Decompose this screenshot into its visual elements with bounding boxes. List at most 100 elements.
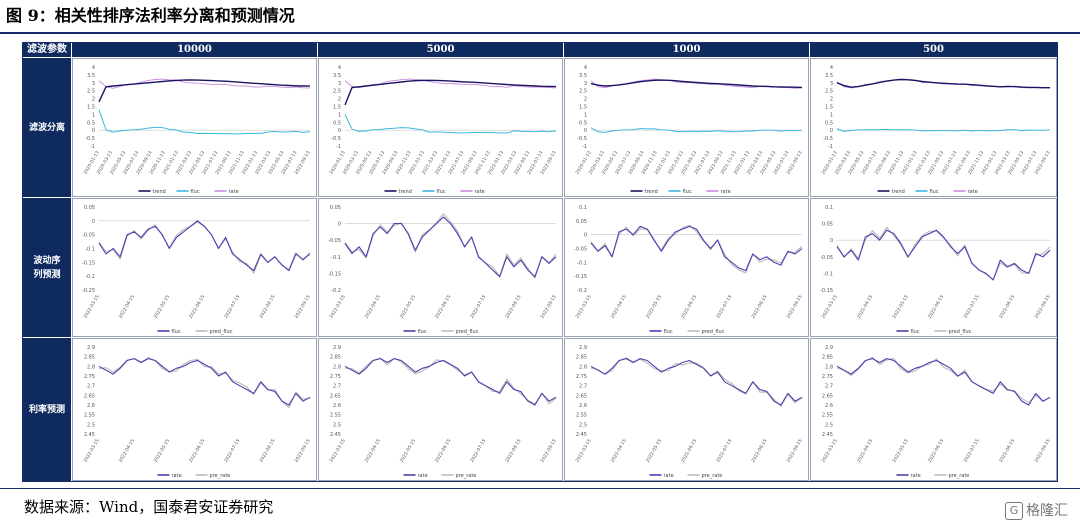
legend-label: rate xyxy=(911,473,921,479)
y-tick-label: 2.7 xyxy=(579,384,587,390)
y-tick-label: 2.85 xyxy=(576,355,587,361)
y-tick-label: 0.05 xyxy=(84,205,95,211)
chart-panel-3-5000: 2.9 2.85 2.8 2.75 2.7 2.65 2.6 2.55 2.5 2.45 2022-… xyxy=(318,338,563,481)
y-tick-label: 2.5 xyxy=(333,422,341,428)
y-tick-label: 4 xyxy=(338,65,341,71)
row-label-rate-prediction: 利率预测 xyxy=(23,338,71,481)
x-tick-label: 2022-06-15 xyxy=(680,438,698,464)
y-tick-label: -0.1 xyxy=(85,247,95,253)
legend-label: pre_rate xyxy=(702,473,723,479)
legend-label: pred_fluc xyxy=(456,329,479,335)
y-tick-label: -0.2 xyxy=(85,274,95,280)
legend-label: rate xyxy=(664,473,674,479)
y-tick-label: 0 xyxy=(92,219,95,225)
legend-label: fluc xyxy=(911,329,920,335)
legend-label: pred_fluc xyxy=(702,329,725,335)
y-tick-label: 2.8 xyxy=(333,364,341,370)
y-tick-label: 2.5 xyxy=(825,422,833,428)
y-tick-label: -0.05 xyxy=(574,247,587,253)
legend-label: pre_rate xyxy=(456,473,477,479)
y-tick-label: 0.05 xyxy=(822,222,833,228)
bottom-rule xyxy=(0,488,1080,489)
column-header-500: 500 xyxy=(810,43,1057,57)
y-tick-label: 3 xyxy=(338,81,341,87)
y-tick-label: -1 xyxy=(336,144,341,150)
chart-panel-2-10000: 0.05 0 -0.05 -0.1 -0.15 -0.2 -0.25 2022-03-15 20… xyxy=(72,198,317,337)
x-tick-label: 2022-06-15 xyxy=(434,438,452,464)
y-tick-label: 0.05 xyxy=(330,205,341,211)
x-tick-label: 2022-09-15 xyxy=(785,294,803,320)
x-tick-label: 2022-05-15 xyxy=(891,438,909,464)
y-tick-label: 2.75 xyxy=(84,374,95,380)
legend-label: trend xyxy=(645,189,658,195)
y-tick-label: 3 xyxy=(92,81,95,87)
y-tick-label: 1 xyxy=(338,112,341,118)
pre-rate-series-line xyxy=(836,356,1051,404)
y-tick-label: 2.85 xyxy=(330,355,341,361)
chart-svg: 43.532.521.510.50-0.5-12020-01-132020-03… xyxy=(328,65,557,195)
fluc-series-line xyxy=(98,109,311,135)
chart-panel-2-1000: 0.1 0.05 0 -0.05 -0.1 -0.15 -0.2 2022-03-15 2022… xyxy=(564,198,809,337)
legend-label: pre_rate xyxy=(949,473,970,479)
x-tick-label: 2022-07-15 xyxy=(223,294,241,320)
y-tick-label: 2.9 xyxy=(333,345,341,351)
y-tick-label: -0.2 xyxy=(331,288,341,294)
corner-label: 滤波参数 xyxy=(23,43,71,57)
y-tick-label: 2.7 xyxy=(825,384,833,390)
chart-panel-2-5000: 0.05 0 -0.05 -0.1 -0.15 -0.2 2022-03-15 2022-04… xyxy=(318,198,563,337)
x-tick-label: 2022-09-15 xyxy=(1033,294,1051,320)
y-tick-label: 2.5 xyxy=(333,89,341,95)
y-tick-label: 2.75 xyxy=(576,374,587,380)
pre-rate-series-line xyxy=(590,357,803,407)
y-tick-label: 2.45 xyxy=(84,432,95,438)
trend-series-line xyxy=(344,79,557,106)
y-tick-label: 0 xyxy=(830,128,833,134)
row-label-fluc-prediction: 波动序列预测 xyxy=(23,198,71,337)
legend-label: fluc xyxy=(418,329,427,335)
y-tick-label: 1 xyxy=(92,112,95,118)
y-tick-label: 2.7 xyxy=(333,384,341,390)
legend-label: fluc xyxy=(437,189,446,195)
x-tick-label: 2022-06-15 xyxy=(188,438,206,464)
y-tick-label: -0.5 xyxy=(577,136,587,142)
x-tick-label: 2022-07-15 xyxy=(715,294,733,320)
x-tick-label: 2022-03-15 xyxy=(82,438,100,464)
pred-fluc-series-line xyxy=(344,213,557,279)
fluc-series-line xyxy=(98,220,311,272)
chart-panel-1-500: 4 3.5 3 2.5 2 1.5 1 0.5 0 -0.5 -1 2020-01-13 2020-03… xyxy=(810,58,1057,197)
column-header-10000: 10000 xyxy=(72,43,317,57)
x-tick-label: 2022-07-15 xyxy=(962,294,980,320)
x-tick-label: 2022-08-15 xyxy=(750,438,768,464)
chart-panel-1-10000: 4 3.5 3 2.5 2 1.5 1 0.5 0 -0.5 -1 2020-01-13 2020-03… xyxy=(72,58,317,197)
x-tick-label: 2022-03-15 xyxy=(328,294,346,320)
x-tick-label: 2022-04-15 xyxy=(856,438,874,464)
x-tick-label: 2022-04-15 xyxy=(610,294,628,320)
y-tick-label: 1.5 xyxy=(825,105,833,111)
chart-svg: 2.92.852.82.752.72.652.62.552.52.452022-… xyxy=(820,345,1051,479)
y-tick-label: -1 xyxy=(90,144,95,150)
y-tick-label: -0.5 xyxy=(85,136,95,142)
legend-label: rate xyxy=(229,189,239,195)
x-tick-label: 2022-06-15 xyxy=(927,438,945,464)
chart-svg: 43.532.521.510.50-0.5-12020-01-132020-03… xyxy=(820,65,1051,195)
x-tick-label: 2022-04-15 xyxy=(364,438,382,464)
legend-label: pre_rate xyxy=(210,473,231,479)
column-header-1000: 1000 xyxy=(564,43,809,57)
x-tick-label: 2022-03-15 xyxy=(574,294,592,320)
y-tick-label: -0.2 xyxy=(577,288,587,294)
y-tick-label: 2.65 xyxy=(84,393,95,399)
x-tick-label: 2022-07-15 xyxy=(715,438,733,464)
pred-fluc-series-line xyxy=(98,221,311,274)
chart-svg: 43.532.521.510.50-0.5-12020-01-132020-03… xyxy=(82,65,311,195)
row-label-text: 利率预测 xyxy=(28,404,65,415)
y-tick-label: -0.25 xyxy=(82,288,95,294)
chart-panel-3-1000: 2.9 2.85 2.8 2.75 2.7 2.65 2.6 2.55 2.5 2.45 2022-… xyxy=(564,338,809,481)
x-tick-label: 2022-09-15 xyxy=(539,438,557,464)
x-tick-label: 2022-05-15 xyxy=(891,294,909,320)
pre-rate-series-line xyxy=(98,357,311,409)
y-tick-label: 0.05 xyxy=(576,219,587,225)
y-tick-label: 2.55 xyxy=(84,413,95,419)
legend-label: fluc xyxy=(191,189,200,195)
